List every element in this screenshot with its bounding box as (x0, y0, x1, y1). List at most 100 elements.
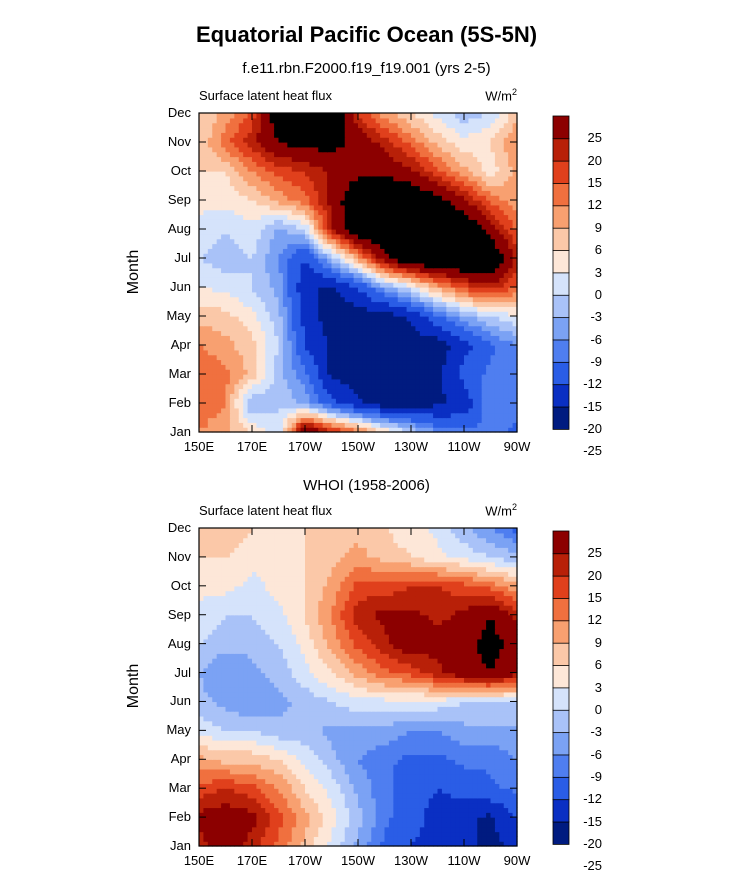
heatmap-cell (318, 393, 324, 399)
heatmap-cell (296, 166, 302, 172)
heatmap-cell (265, 127, 271, 133)
heatmap-cell (375, 282, 381, 288)
heatmap-cell (216, 142, 222, 148)
heatmap-cell (411, 195, 417, 201)
heatmap-cell (402, 132, 408, 138)
heatmap-cell (305, 113, 311, 119)
heatmap-cell (411, 369, 417, 375)
heatmap-cell (481, 219, 487, 225)
heatmap-cell (340, 142, 346, 148)
heatmap-cell (300, 841, 306, 847)
heatmap-cell (318, 175, 324, 182)
heatmap-cell (371, 253, 377, 259)
heatmap-cell (459, 185, 465, 191)
heatmap-cell (238, 374, 244, 380)
heatmap-cell (265, 233, 271, 240)
heatmap-cell (358, 374, 364, 380)
heatmap-cell (402, 340, 408, 346)
heatmap-cell (274, 267, 280, 274)
heatmap-cell (225, 171, 231, 177)
heatmap-cell (344, 340, 350, 346)
heatmap-cell (335, 374, 341, 380)
heatmap-cell (508, 335, 514, 341)
heatmap-cell (468, 190, 474, 196)
heatmap-cell (278, 127, 284, 133)
heatmap-cell (397, 378, 403, 385)
heatmap-cell (459, 316, 465, 322)
heatmap-cell (331, 229, 337, 235)
heatmap-cell (464, 388, 470, 394)
heatmap-cell (203, 277, 209, 283)
heatmap-cell (481, 422, 487, 428)
heatmap-cell (428, 175, 434, 182)
heatmap-cell (419, 407, 425, 414)
heatmap-cell (384, 291, 390, 298)
heatmap-cell (247, 282, 253, 288)
heatmap-cell (450, 383, 456, 390)
heatmap-cell (327, 171, 333, 177)
heatmap-cell (344, 243, 350, 249)
heatmap-cell (459, 200, 465, 206)
heatmap-cell (508, 354, 514, 361)
heatmap-cell (402, 137, 408, 143)
heatmap-cell (450, 287, 456, 293)
heatmap-cell (335, 233, 341, 240)
figure-title: Equatorial Pacific Ocean (5S-5N) (195, 22, 538, 47)
heatmap-cell (313, 354, 319, 361)
heatmap-cell (296, 161, 302, 167)
heatmap-cell (287, 349, 293, 356)
heatmap-cell (274, 320, 280, 327)
heatmap-cell (287, 190, 293, 196)
heatmap-cell (464, 349, 470, 356)
heatmap-cell (441, 253, 447, 259)
heatmap-cell (499, 248, 505, 254)
heatmap-cell (265, 831, 271, 837)
heatmap-cell (503, 291, 509, 298)
heatmap-cell (331, 219, 337, 225)
heatmap-cell (225, 836, 231, 842)
heatmap-cell (313, 277, 319, 283)
heatmap-cell (503, 214, 509, 220)
heatmap-cell (437, 258, 443, 264)
heatmap-cell (503, 359, 509, 365)
heatmap-cell (296, 403, 302, 409)
heatmap-cell (331, 214, 337, 220)
heatmap-cell (278, 383, 284, 390)
heatmap-cell (464, 272, 470, 278)
heatmap-cell (335, 427, 341, 433)
heatmap-cell (221, 287, 227, 293)
heatmap-cell (455, 267, 461, 274)
heatmap-cell (450, 214, 456, 220)
heatmap-cell (327, 291, 333, 298)
heatmap-cell (216, 388, 222, 394)
heatmap-cell (260, 117, 266, 124)
heatmap-cell (508, 277, 514, 283)
heatmap-cell (296, 229, 302, 235)
heatmap-cell (388, 209, 394, 216)
heatmap-cell (481, 229, 487, 235)
heatmap-cell (455, 282, 461, 288)
heatmap-cell (384, 378, 390, 385)
heatmap-cell (344, 262, 350, 269)
heatmap-cell (225, 224, 231, 230)
heatmap-cell (499, 345, 505, 351)
heatmap-cell (464, 277, 470, 283)
heatmap-cell (406, 378, 412, 385)
heatmap-cell (318, 378, 324, 385)
heatmap-cell (415, 277, 421, 283)
heatmap-cell (380, 345, 386, 351)
heatmap-cell (415, 156, 421, 162)
heatmap-cell (327, 122, 333, 129)
heatmap-cell (446, 359, 452, 365)
heatmap-cell (362, 267, 368, 274)
heatmap-cell (437, 306, 443, 312)
heatmap-cell (455, 417, 461, 423)
heatmap-cell (512, 233, 518, 240)
heatmap-cell (327, 214, 333, 220)
heatmap-cell (331, 345, 337, 351)
heatmap-cell (419, 122, 425, 129)
heatmap-cell (406, 209, 412, 216)
heatmap-cell (468, 258, 474, 264)
heatmap-cell (499, 267, 505, 274)
heatmap-cell (477, 132, 483, 138)
